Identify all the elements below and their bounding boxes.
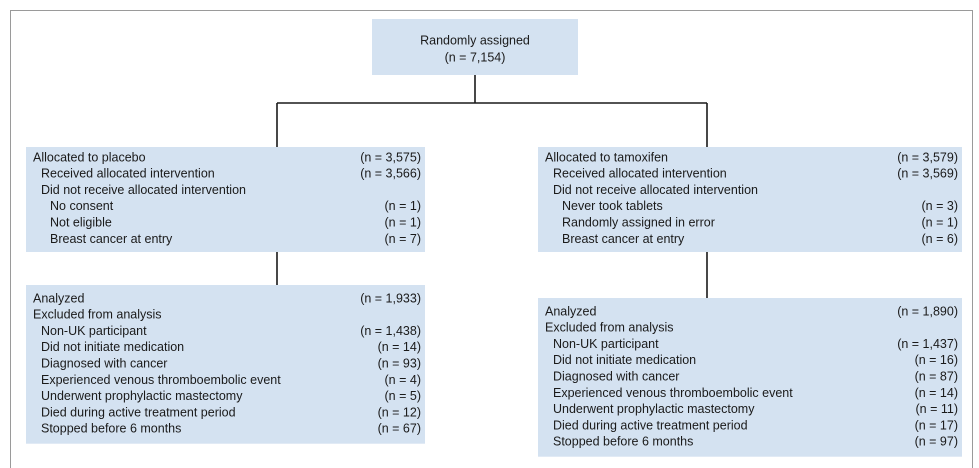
row-label: Allocated to placebo: [33, 150, 146, 164]
top-label: Randomly assigned: [420, 33, 530, 47]
row-n: (n = 3,575): [360, 150, 421, 164]
row-label: Allocated to tamoxifen: [545, 150, 668, 164]
row-n: (n = 7): [385, 232, 421, 246]
row-label: Diagnosed with cancer: [41, 356, 167, 370]
top-box: [372, 19, 578, 75]
row-n: (n = 3,579): [897, 150, 958, 164]
row-n: (n = 1): [385, 199, 421, 213]
row-label: Randomly assigned in error: [562, 215, 715, 229]
row-n: (n = 97): [915, 435, 958, 449]
top-n: (n = 7,154): [445, 50, 506, 64]
row-label: Underwent prophylactic mastectomy: [41, 389, 243, 403]
row-n: (n = 1,437): [897, 337, 958, 351]
row-n: (n = 1): [922, 215, 958, 229]
allocation-box: [538, 147, 962, 252]
row-n: (n = 14): [915, 386, 958, 400]
row-label: Diagnosed with cancer: [553, 369, 679, 383]
row-n: (n = 16): [915, 353, 958, 367]
row-n: (n = 3): [922, 199, 958, 213]
row-label: Underwent prophylactic mastectomy: [553, 402, 755, 416]
row-label: Did not initiate medication: [41, 340, 184, 354]
row-label: Received allocated intervention: [553, 167, 727, 181]
analysis-box: [538, 298, 962, 457]
row-label: No consent: [50, 199, 114, 213]
row-n: (n = 12): [378, 405, 421, 419]
row-n: (n = 17): [915, 418, 958, 432]
row-label: Not eligible: [50, 215, 112, 229]
row-label: Non-UK participant: [553, 337, 659, 351]
row-n: (n = 1,890): [897, 304, 958, 318]
row-label: Experienced venous thromboembolic event: [553, 386, 793, 400]
row-n: (n = 67): [378, 422, 421, 436]
row-label: Non-UK participant: [41, 324, 147, 338]
row-label: Did not receive allocated intervention: [553, 183, 758, 197]
row-label: Did not initiate medication: [553, 353, 696, 367]
row-label: Breast cancer at entry: [50, 232, 173, 246]
row-label: Did not receive allocated intervention: [41, 183, 246, 197]
row-n: (n = 87): [915, 369, 958, 383]
row-label: Experienced venous thromboembolic event: [41, 373, 281, 387]
row-label: Died during active treatment period: [41, 405, 236, 419]
row-label: Never took tablets: [562, 199, 663, 213]
row-n: (n = 4): [385, 373, 421, 387]
row-label: Stopped before 6 months: [553, 435, 693, 449]
row-n: (n = 11): [916, 402, 959, 416]
connectors: [276, 75, 708, 298]
analysis-box: [26, 285, 425, 444]
row-label: Excluded from analysis: [33, 308, 162, 322]
row-label: Breast cancer at entry: [562, 232, 685, 246]
row-label: Excluded from analysis: [545, 321, 674, 335]
row-label: Stopped before 6 months: [41, 422, 181, 436]
frame: [10, 10, 973, 468]
row-n: (n = 93): [378, 356, 421, 370]
row-n: (n = 5): [385, 389, 421, 403]
row-n: (n = 14): [378, 340, 421, 354]
row-label: Analyzed: [33, 291, 84, 305]
row-n: (n = 3,569): [897, 167, 958, 181]
row-n: (n = 1,438): [360, 324, 421, 338]
row-n: (n = 1): [385, 215, 421, 229]
row-label: Analyzed: [545, 304, 596, 318]
row-label: Received allocated intervention: [41, 167, 215, 181]
row-n: (n = 1,933): [360, 291, 421, 305]
row-label: Died during active treatment period: [553, 418, 748, 432]
row-n: (n = 6): [922, 232, 958, 246]
row-n: (n = 3,566): [360, 167, 421, 181]
allocation-box: [26, 147, 425, 252]
